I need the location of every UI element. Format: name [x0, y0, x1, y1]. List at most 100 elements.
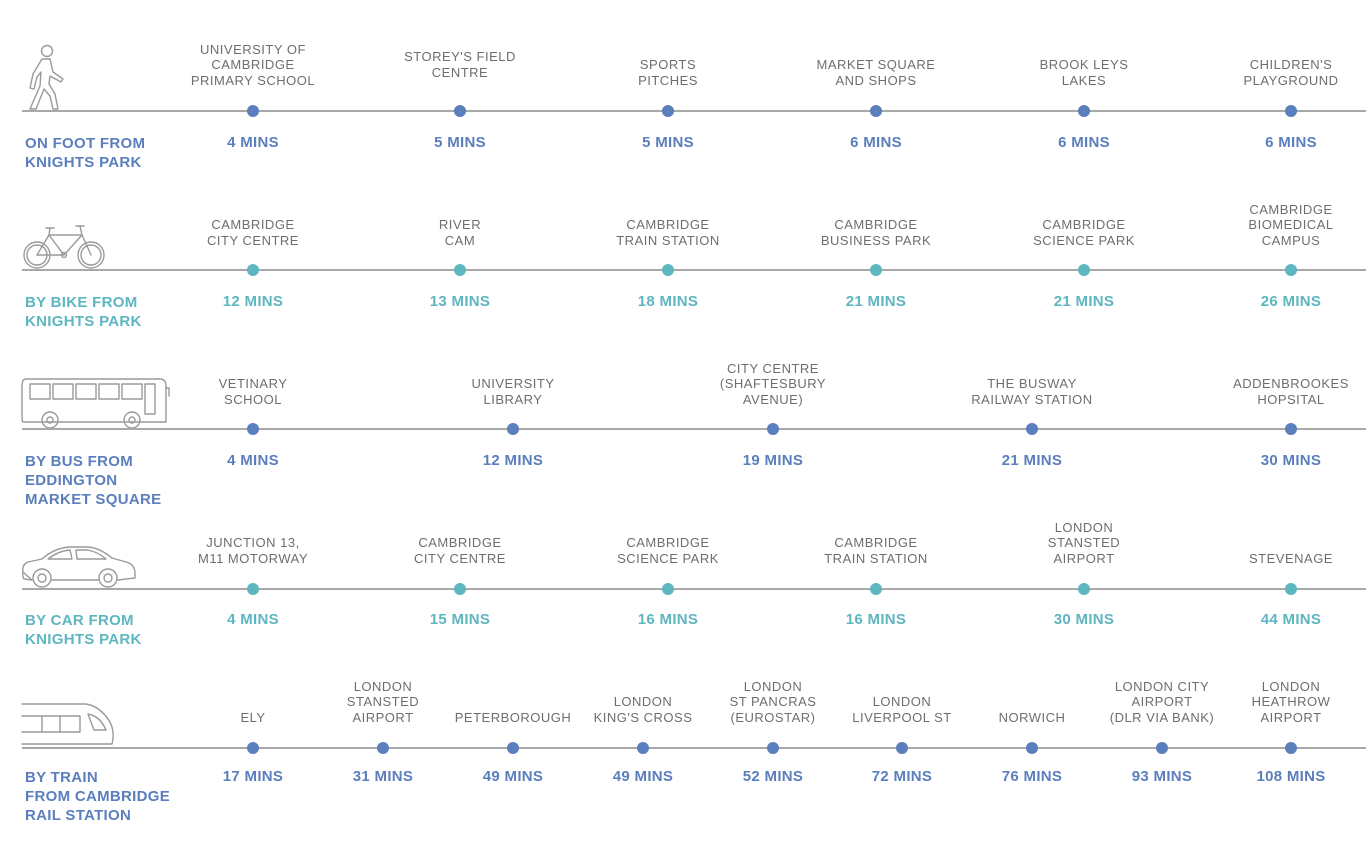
travel-time: 30 MINS [1053, 611, 1115, 628]
route-line [22, 428, 1366, 430]
stop-dot [1285, 105, 1297, 117]
travel-time: 49 MINS [482, 768, 544, 785]
destination-label: CHILDREN'S PLAYGROUND [1243, 57, 1339, 88]
destination-label: JUNCTION 13, M11 MOTORWAY [197, 535, 308, 566]
stop-dot [767, 742, 779, 754]
destination-label: ADDENBROOKES HOPSITAL [1233, 376, 1349, 407]
stop-dot [662, 583, 674, 595]
destination-label: NORWICH [998, 709, 1066, 725]
travel-time: 16 MINS [637, 611, 699, 628]
destination-label: CITY CENTRE (SHAFTESBURY AVENUE) [719, 360, 827, 407]
travel-time: 18 MINS [637, 293, 699, 310]
stop-dot [454, 583, 466, 595]
destination-label: LONDON LIVERPOOL ST [852, 694, 952, 725]
stop-dot [1285, 423, 1297, 435]
stop-dot [247, 105, 259, 117]
destination-label: SPORTS PITCHES [638, 57, 698, 88]
destination-label: CAMBRIDGE TRAIN STATION [824, 535, 928, 566]
destination-label: LONDON CITY AIRPORT (DLR VIA BANK) [1109, 678, 1215, 725]
stop-dot [247, 583, 259, 595]
travel-time: 19 MINS [742, 452, 804, 469]
stop-dot [662, 105, 674, 117]
travel-time: 21 MINS [845, 293, 907, 310]
train-icon [20, 702, 120, 755]
destination-label: LONDON ST PANCRAS (EUROSTAR) [729, 678, 817, 725]
travel-time: 72 MINS [871, 768, 933, 785]
travel-time: 26 MINS [1260, 293, 1322, 310]
destination-label: CAMBRIDGE SCIENCE PARK [1033, 217, 1135, 248]
stop-dot [247, 742, 259, 754]
travel-time: 4 MINS [227, 452, 279, 469]
travel-time: 30 MINS [1260, 452, 1322, 469]
destination-label: LONDON STANSTED AIRPORT [346, 678, 420, 725]
bicycle-icon [20, 222, 110, 277]
destination-label: THE BUSWAY RAILWAY STATION [971, 376, 1093, 407]
travel-time: 52 MINS [742, 768, 804, 785]
stop-dot [896, 742, 908, 754]
travel-time: 49 MINS [612, 768, 674, 785]
destination-label: UNIVERSITY LIBRARY [471, 376, 555, 407]
car-icon [20, 542, 140, 595]
destination-label: PETERBOROUGH [454, 709, 572, 725]
destination-label: ELY [240, 709, 266, 725]
travel-time: 108 MINS [1256, 768, 1326, 785]
stop-dot [1078, 264, 1090, 276]
travel-time: 6 MINS [1265, 134, 1317, 151]
destination-label: STOREY'S FIELD CENTRE [404, 49, 516, 80]
stop-dot [507, 742, 519, 754]
stop-dot [1078, 583, 1090, 595]
mode-label: BY TRAIN FROM CAMBRIDGE RAIL STATION [25, 769, 171, 824]
travel-time: 6 MINS [1058, 134, 1110, 151]
destination-label: CAMBRIDGE TRAIN STATION [616, 217, 720, 248]
destination-label: RIVER CAM [438, 217, 482, 248]
travel-time: 13 MINS [429, 293, 491, 310]
travel-time: 44 MINS [1260, 611, 1322, 628]
destination-label: CAMBRIDGE CITY CENTRE [414, 535, 506, 566]
travel-time: 21 MINS [1053, 293, 1115, 310]
stop-dot [870, 105, 882, 117]
stop-dot [1078, 105, 1090, 117]
travel-time: 15 MINS [429, 611, 491, 628]
destination-label: CAMBRIDGE BUSINESS PARK [820, 217, 932, 248]
travel-time: 12 MINS [482, 452, 544, 469]
walking-person-icon [20, 42, 70, 117]
stop-dot [870, 264, 882, 276]
travel-time: 21 MINS [1001, 452, 1063, 469]
stop-dot [377, 742, 389, 754]
stop-dot [637, 742, 649, 754]
stop-dot [454, 105, 466, 117]
stop-dot [1026, 423, 1038, 435]
travel-time: 93 MINS [1131, 768, 1193, 785]
travel-time: 12 MINS [222, 293, 284, 310]
travel-time: 17 MINS [222, 768, 284, 785]
stop-dot [767, 423, 779, 435]
destination-label: CAMBRIDGE SCIENCE PARK [617, 535, 719, 566]
mode-label: ON FOOT FROM KNIGHTS PARK [25, 135, 146, 171]
travel-time: 4 MINS [227, 611, 279, 628]
destination-label: MARKET SQUARE AND SHOPS [816, 57, 936, 88]
travel-time: 5 MINS [434, 134, 486, 151]
destination-label: CAMBRIDGE BIOMEDICAL CAMPUS [1248, 201, 1334, 248]
destination-label: STEVENAGE [1249, 550, 1333, 566]
destination-label: CAMBRIDGE CITY CENTRE [207, 217, 299, 248]
travel-time: 4 MINS [227, 134, 279, 151]
travel-time: 76 MINS [1001, 768, 1063, 785]
stop-dot [507, 423, 519, 435]
travel-time: 16 MINS [845, 611, 907, 628]
route-line [22, 588, 1366, 590]
stop-dot [1285, 742, 1297, 754]
route-line [22, 269, 1366, 271]
stop-dot [247, 264, 259, 276]
travel-time: 5 MINS [642, 134, 694, 151]
route-line [22, 747, 1366, 749]
route-line [22, 110, 1366, 112]
mode-label: BY BIKE FROM KNIGHTS PARK [25, 294, 142, 330]
stop-dot [1285, 583, 1297, 595]
destination-label: UNIVERSITY OF CAMBRIDGE PRIMARY SCHOOL [190, 41, 316, 88]
stop-dot [662, 264, 674, 276]
stop-dot [247, 423, 259, 435]
stop-dot [870, 583, 882, 595]
travel-time: 6 MINS [850, 134, 902, 151]
bus-icon [20, 376, 170, 436]
destination-label: VETINARY SCHOOL [218, 376, 288, 407]
